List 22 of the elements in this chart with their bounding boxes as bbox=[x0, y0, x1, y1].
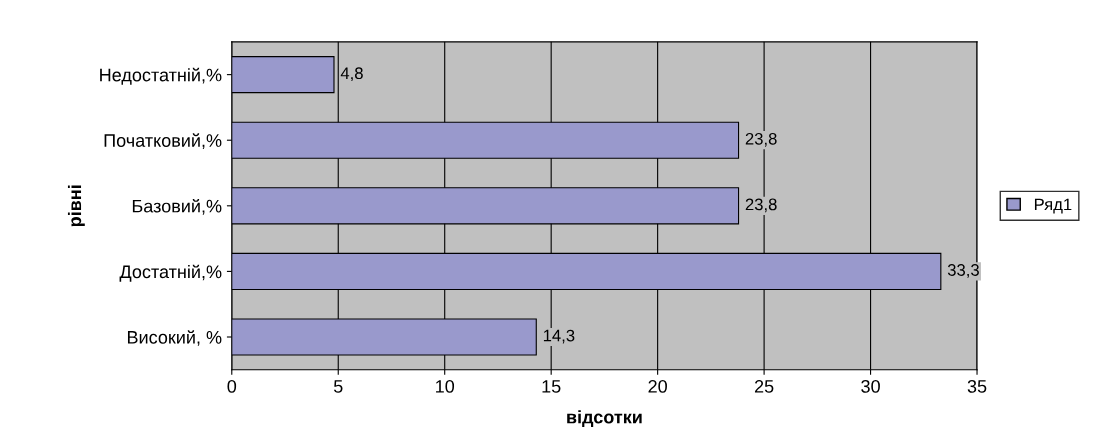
data-label: 23,8 bbox=[745, 132, 777, 147]
bar bbox=[231, 56, 335, 94]
x-tick-label: 20 bbox=[648, 379, 667, 393]
x-tick-label: 0 bbox=[227, 379, 237, 393]
y-tick-label: Недостатній,% bbox=[100, 67, 222, 85]
data-label: 23,8 bbox=[745, 198, 777, 213]
x-tick-label: 30 bbox=[861, 379, 880, 393]
legend-label: Ряд1 bbox=[1034, 198, 1072, 214]
x-tick-label: 10 bbox=[436, 379, 455, 393]
y-axis-title: рівні bbox=[67, 185, 85, 227]
data-label: 14,3 bbox=[543, 329, 575, 344]
y-tick-label: Базовий,% bbox=[132, 198, 222, 215]
y-tick-label: Початковий,% bbox=[104, 133, 222, 150]
y-tick-label: Достатній,% bbox=[119, 264, 222, 282]
x-tick-label: 5 bbox=[333, 380, 343, 393]
y-tick-label: Високий, % bbox=[127, 330, 222, 346]
data-label: 33,3 bbox=[947, 264, 979, 278]
x-axis-title: відсотки bbox=[567, 410, 642, 427]
data-label: 4,8 bbox=[340, 67, 363, 82]
x-tick-label: 15 bbox=[542, 380, 561, 393]
x-tick-label: 35 bbox=[967, 379, 987, 393]
x-tick-label: 25 bbox=[754, 379, 774, 393]
